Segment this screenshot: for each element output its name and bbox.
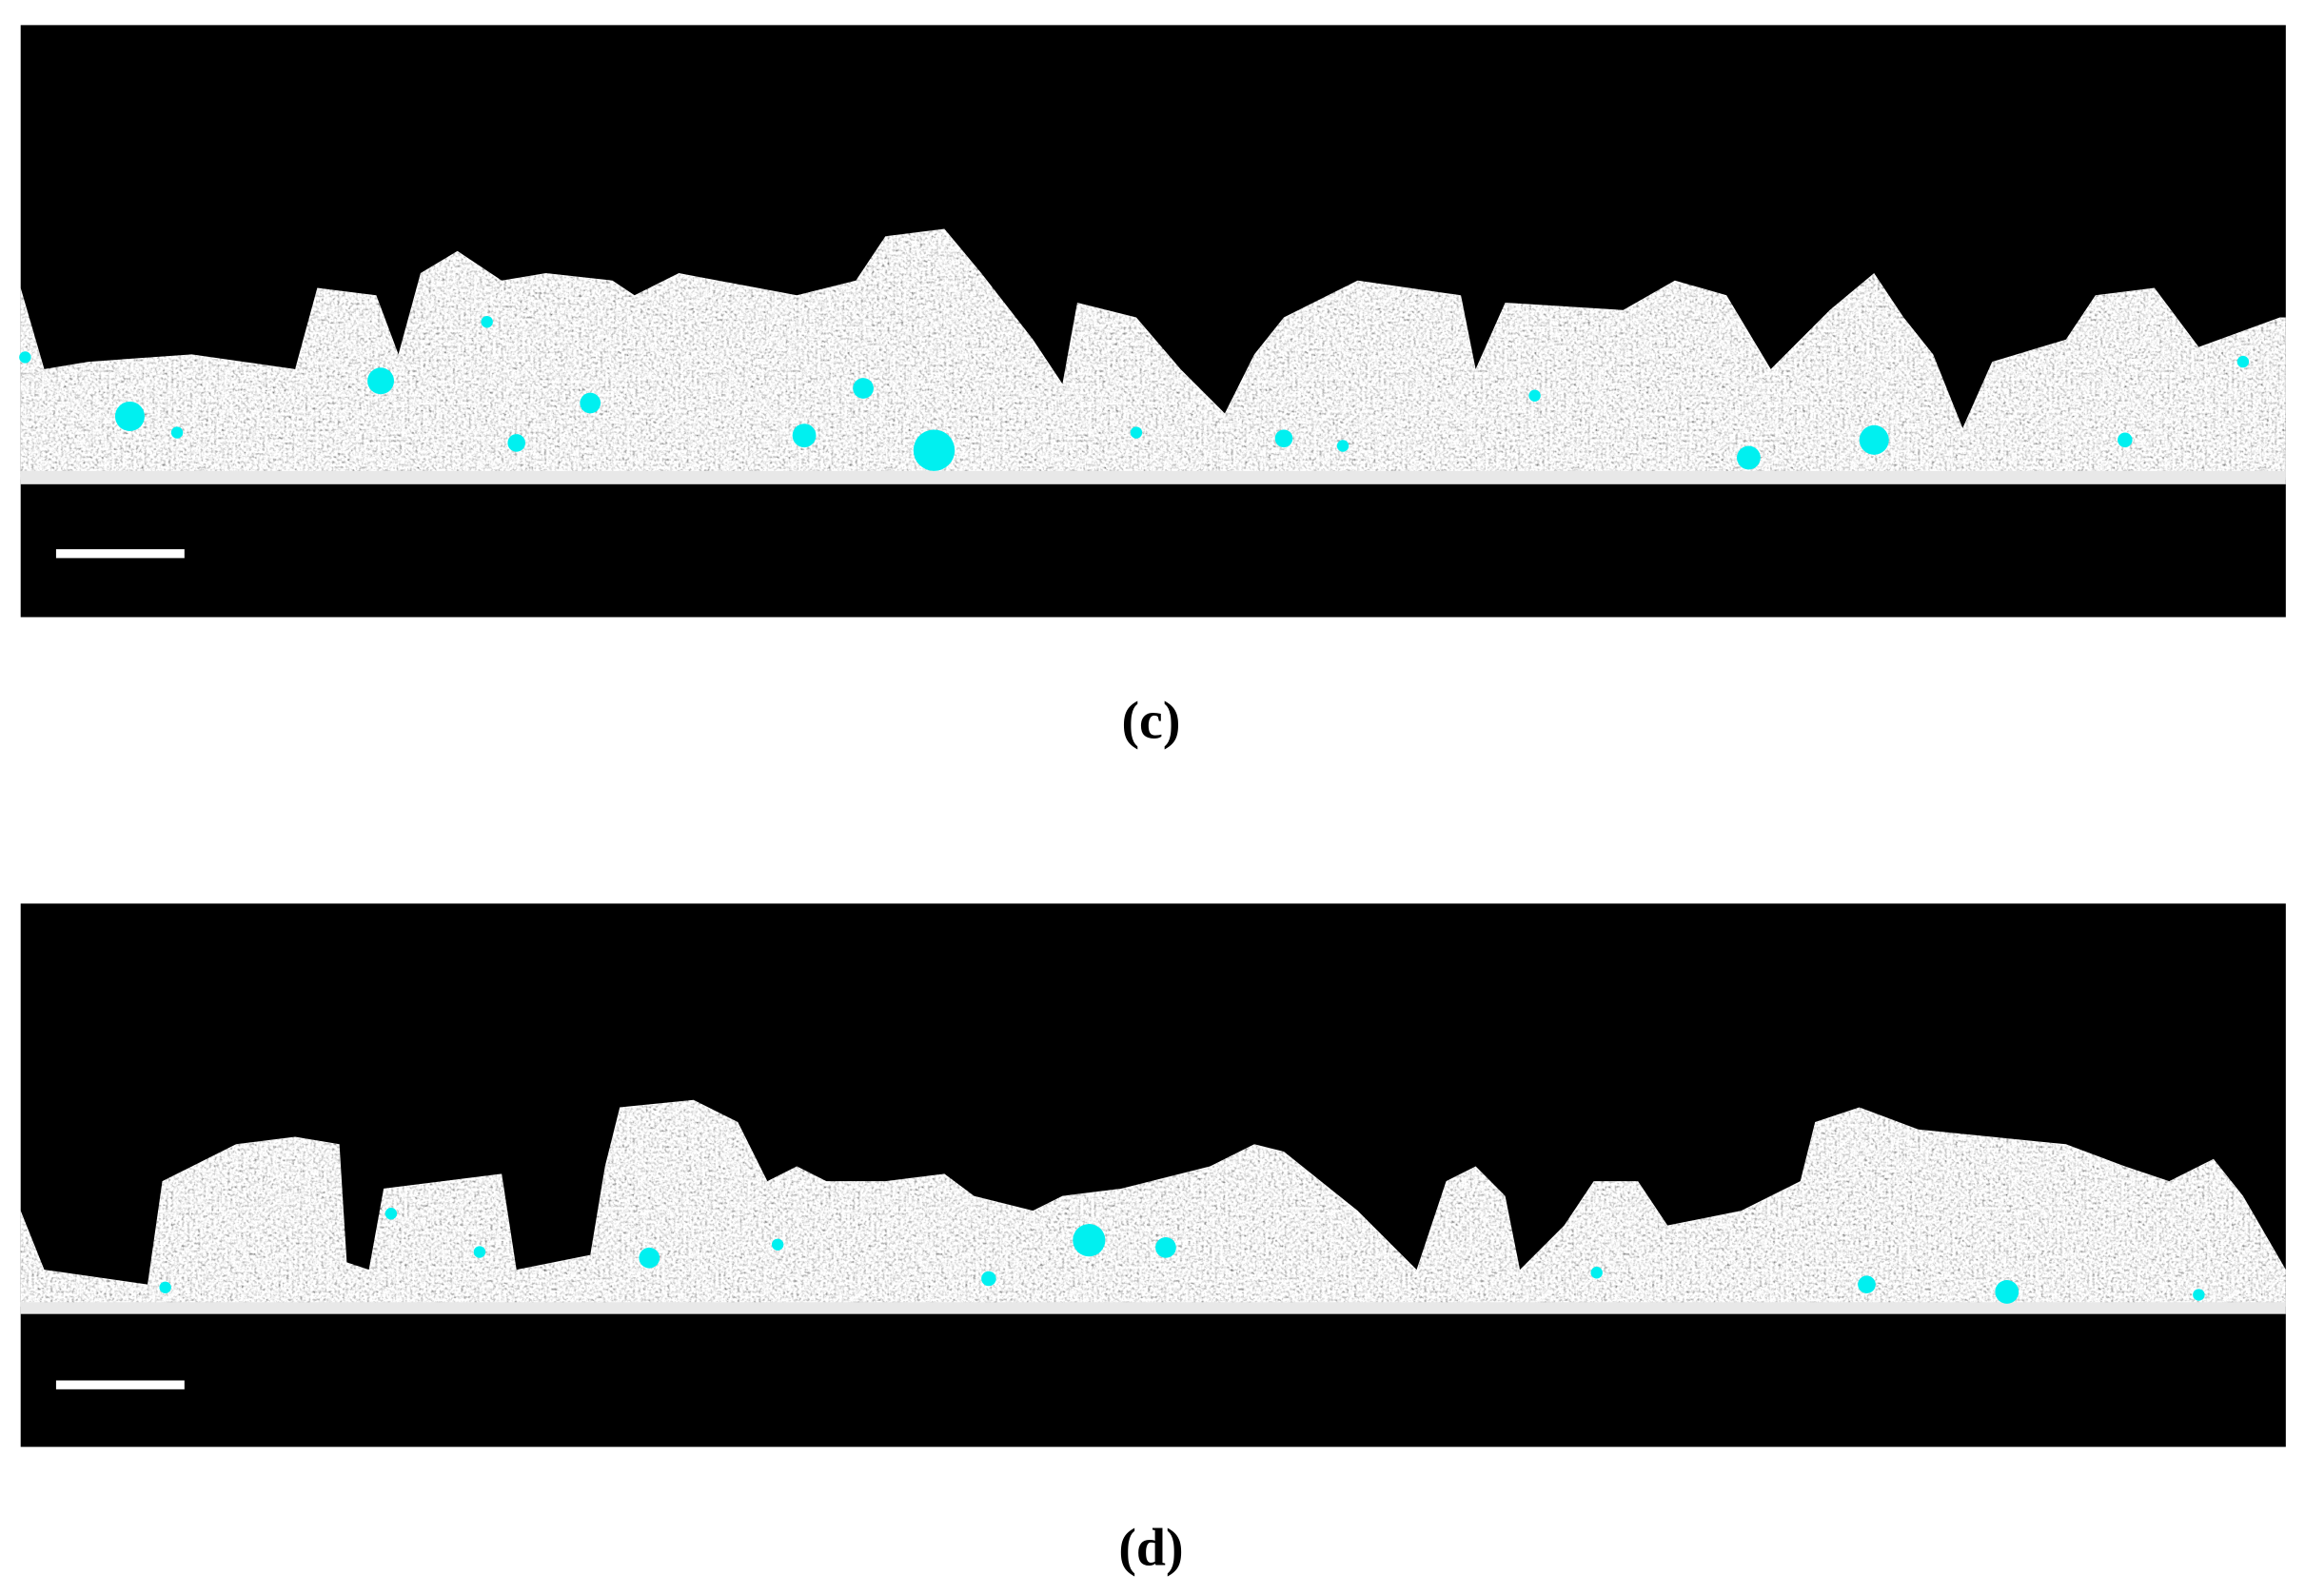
panel-d: (d) [20, 903, 2286, 1577]
biofilm [20, 228, 2286, 481]
biofilm [20, 1099, 2286, 1307]
panel-label: (d) [1118, 1518, 1183, 1577]
cyan-regions [19, 315, 2250, 471]
scale-bar [55, 1380, 185, 1389]
scale-bar [55, 549, 185, 559]
image-background [20, 25, 2286, 618]
panel-label: (c) [1121, 692, 1180, 751]
cyan-regions [159, 1207, 2205, 1304]
substrate [20, 1302, 2286, 1314]
substrate [20, 470, 2286, 484]
panel-c: (c) [19, 25, 2286, 751]
